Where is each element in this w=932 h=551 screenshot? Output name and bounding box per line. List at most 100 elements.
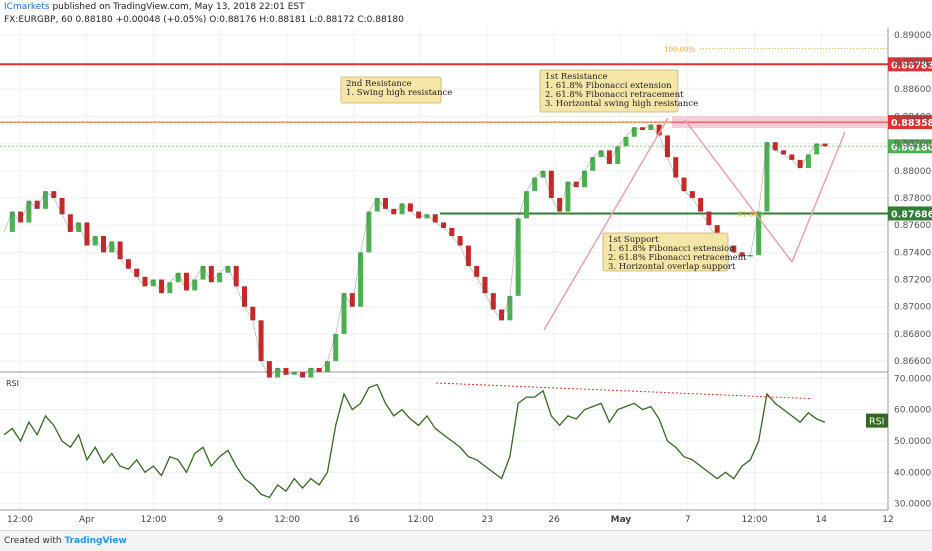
price-candle bbox=[200, 265, 206, 280]
price-candle bbox=[507, 295, 513, 321]
price-candle bbox=[92, 236, 98, 246]
price-tick-label: 0.88800 bbox=[894, 58, 931, 68]
tradingview-logo[interactable]: TradingView bbox=[64, 536, 127, 546]
price-candle bbox=[789, 154, 795, 160]
price-tick-label: 0.89000 bbox=[894, 31, 931, 41]
last-price: 0.88180 bbox=[75, 15, 113, 25]
symbol-label: FX:EURGBP, 60 bbox=[4, 15, 73, 25]
price-candle bbox=[805, 154, 811, 169]
price-candle bbox=[109, 241, 115, 253]
price-candle bbox=[175, 272, 181, 283]
price-tick-label: 0.87000 bbox=[894, 303, 931, 313]
fibonacci-trendline bbox=[791, 131, 846, 263]
time-tick-label: 12 bbox=[882, 515, 893, 525]
price-candle bbox=[59, 197, 65, 215]
fibonacci-trendline bbox=[543, 117, 669, 331]
rsi-tick-label: 70.0000 bbox=[894, 374, 931, 384]
rsi-line bbox=[3, 383, 826, 499]
author-link[interactable]: ICmarkets bbox=[4, 2, 50, 12]
price-level-badge bbox=[888, 206, 932, 221]
price-tick-label: 0.87200 bbox=[894, 276, 931, 286]
price-candle bbox=[358, 252, 364, 307]
price-candle bbox=[515, 218, 521, 296]
price-candle bbox=[134, 268, 140, 277]
rsi-divergence-line bbox=[435, 382, 813, 400]
price-levels: 0.88783 0.88358 0.88180 0.87686 100.00% 61.80… bbox=[0, 45, 932, 221]
price-candle bbox=[142, 276, 148, 287]
price-candle bbox=[573, 181, 579, 188]
price-candle bbox=[465, 245, 471, 266]
price-level-badge bbox=[888, 115, 932, 130]
price-candle bbox=[366, 211, 372, 253]
price-candle bbox=[333, 333, 339, 362]
annotation-box bbox=[602, 232, 729, 272]
time-tick-label: 12:00 bbox=[7, 515, 33, 525]
price-tick-label: 0.88200 bbox=[894, 140, 931, 150]
price-candle bbox=[822, 143, 828, 147]
price-candle bbox=[407, 203, 413, 212]
price-candle bbox=[457, 236, 463, 246]
ohlc-values: O:0.88176 H:0.88181 L:0.88172 C:0.88180 bbox=[209, 15, 404, 25]
time-tick-label: 26 bbox=[548, 515, 560, 525]
annotation-line: 1st Support bbox=[608, 235, 659, 245]
price-tick-label: 0.86600 bbox=[894, 357, 931, 367]
price-candle bbox=[606, 150, 612, 164]
rsi-tick-label: 60.0000 bbox=[894, 406, 931, 416]
price-candle bbox=[648, 124, 654, 130]
price-candle bbox=[615, 146, 621, 164]
price-candle bbox=[291, 372, 297, 375]
price-candle bbox=[474, 265, 480, 277]
rsi-pane-label: RSI bbox=[6, 379, 19, 388]
price-candle bbox=[266, 361, 272, 378]
price-candle bbox=[399, 203, 405, 215]
price-candle bbox=[192, 279, 198, 291]
price-candle bbox=[349, 293, 355, 307]
price-candle bbox=[681, 177, 687, 192]
price-candle bbox=[300, 372, 306, 378]
time-tick-label: May bbox=[611, 515, 632, 525]
annotation-line: 1. 61.8% Fibonacci extension bbox=[545, 81, 672, 91]
annotation-box bbox=[340, 76, 442, 104]
price-candle bbox=[747, 255, 753, 257]
price-candle bbox=[548, 170, 554, 198]
annotation-line: 2. 61.8% Fibonacci retracement bbox=[545, 90, 684, 100]
price-candle bbox=[490, 293, 496, 310]
price-candle bbox=[416, 211, 422, 219]
price-candle bbox=[540, 170, 546, 178]
price-level-label: 0.87686 bbox=[891, 209, 932, 220]
price-candle bbox=[656, 124, 662, 136]
price-candle bbox=[441, 222, 447, 228]
rsi-tick-label: 50.0000 bbox=[894, 437, 931, 447]
price-candle bbox=[101, 236, 107, 253]
annotation-line: 3. Horizontal swing high resistance bbox=[545, 99, 698, 109]
price-candle bbox=[341, 293, 347, 334]
time-tick-label: Apr bbox=[79, 515, 95, 525]
price-candle bbox=[482, 276, 488, 294]
fibonacci-lines bbox=[543, 117, 846, 331]
time-tick-label: 7 bbox=[685, 515, 691, 525]
axis-labels: 0.86600 0.86800 0.87000 0.87200 0.87400 0.876… bbox=[7, 31, 931, 525]
price-line bbox=[3, 124, 826, 378]
price-change: +0.00048 (+0.05%) bbox=[115, 15, 207, 25]
price-candle bbox=[225, 265, 231, 273]
price-candle bbox=[391, 208, 397, 215]
price-candle bbox=[432, 214, 438, 223]
annotation-line: 1. 61.8% Fibonacci extension bbox=[608, 244, 735, 254]
price-candle bbox=[582, 170, 588, 188]
time-tick-label: 12:00 bbox=[408, 515, 434, 525]
fib-618-label: 61.80% bbox=[738, 210, 765, 218]
rsi-tick-label: 30.0000 bbox=[894, 500, 931, 510]
price-candle bbox=[772, 142, 778, 151]
price-candle bbox=[664, 135, 670, 158]
created-text: Created with bbox=[4, 536, 62, 546]
price-candle bbox=[42, 191, 48, 209]
annotation-line: 1. Swing high resistance bbox=[346, 88, 452, 98]
price-candle bbox=[374, 197, 380, 212]
price-level-label: 0.88180 bbox=[891, 142, 932, 153]
price-candle bbox=[631, 127, 637, 137]
publish-line: ICmarkets published on TradingView.com, … bbox=[4, 2, 305, 12]
price-tick-label: 0.87400 bbox=[894, 248, 931, 258]
annotation-line: 2. 61.8% Fibonacci retracement bbox=[608, 253, 747, 263]
